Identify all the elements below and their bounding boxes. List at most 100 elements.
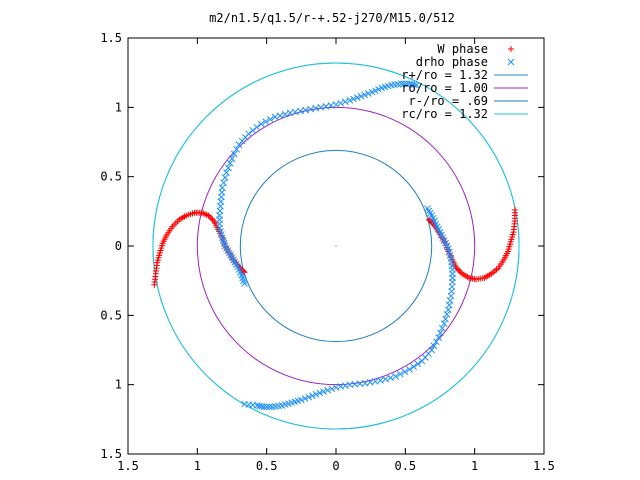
data-point-s0-a0-44	[205, 212, 212, 219]
data-point-s1-a0-30	[218, 184, 226, 192]
data-point-s1-a1-60	[332, 384, 340, 391]
data-point-s1-a0-31	[220, 179, 228, 187]
y-tick-label-4: 0.5	[100, 308, 122, 322]
center-dot	[335, 245, 337, 247]
data-point-s1-a1-43	[414, 360, 422, 368]
x-tick-label-0: 1.5	[117, 459, 139, 473]
data-point-s1-a1-64	[316, 389, 324, 397]
data-point-s1-a0-34	[224, 164, 232, 172]
reference-circle-2	[239, 149, 433, 343]
data-point-s0-a0-46	[208, 215, 215, 222]
chart-title: m2/n1.5/q1.5/r-+.52-j270/M15.0/512	[209, 11, 455, 25]
data-point-s1-a0-62	[341, 98, 349, 106]
legend-label-2: r+/ro = 1.32	[401, 68, 488, 82]
data-point-s1-a1-35	[437, 329, 444, 337]
data-point-s1-a1-61	[328, 385, 336, 393]
data-point-s1-a1-42	[418, 357, 426, 365]
data-point-s1-a1-45	[406, 366, 413, 373]
y-tick-label-2: 0.5	[100, 170, 122, 184]
data-point-s1-a0-84	[413, 81, 420, 89]
series-cross	[216, 80, 456, 411]
data-point-s1-a1-48	[392, 372, 399, 380]
data-point-s1-a1-62	[324, 386, 332, 394]
legend-sample-0	[508, 46, 514, 52]
data-point-s1-a0-37	[230, 150, 238, 158]
data-point-s1-a0-65	[353, 94, 361, 101]
data-point-s1-a1-34	[438, 324, 446, 332]
data-point-s1-a1-47	[396, 370, 404, 378]
x-tick-label-1: 1	[194, 459, 201, 473]
data-point-s1-a0-59	[327, 102, 335, 109]
data-point-s1-a0-53	[297, 107, 304, 115]
data-point-s1-a0-44	[253, 123, 261, 131]
y-tick-label-6: 1.5	[100, 447, 122, 461]
data-point-s1-a1-83	[255, 402, 263, 410]
y-tick-label-1: 1	[115, 100, 122, 114]
legend-label-1: drho phase	[416, 55, 488, 69]
data-point-s0-a0-47	[209, 216, 216, 223]
data-point-s1-a1-30	[444, 306, 452, 314]
legend-label-3: ro/ro = 1.00	[401, 81, 488, 95]
data-point-s1-a1-44	[410, 363, 418, 370]
data-point-s1-a1-65	[312, 391, 320, 398]
data-point-s1-a0-56	[312, 104, 320, 112]
reference-circle-1	[196, 106, 476, 386]
data-point-s1-a0-54	[302, 106, 309, 114]
y-tick-label-3: 0	[115, 239, 122, 253]
x-tick-label-3: 0	[332, 459, 339, 473]
legend-sample-1	[507, 58, 515, 66]
data-point-s1-a0-47	[267, 115, 274, 123]
data-point-s1-a0-48	[271, 113, 279, 121]
data-point-s1-a1-67	[305, 393, 313, 401]
data-point-s1-a0-43	[249, 127, 257, 134]
data-point-s1-a1-53	[366, 379, 374, 386]
data-point-s0-a1-47	[455, 266, 462, 273]
data-point-s1-a0-79	[400, 80, 408, 88]
axis-ticks: 1.5 1 0.5 0 0.5 1 1.51.510.500.511.5	[100, 31, 555, 473]
y-tick-label-5: 1	[115, 378, 122, 392]
data-point-s0-a1-46	[456, 267, 463, 274]
data-point-s1-a0-38	[233, 146, 240, 153]
data-point-s0-a0-45	[206, 213, 213, 220]
data-point-s1-a0-35	[226, 159, 234, 167]
data-point-s1-a1-32	[442, 315, 449, 323]
data-point-s1-a1-79	[266, 403, 273, 411]
plot-area	[151, 62, 520, 430]
data-point-s1-a1-38	[430, 342, 438, 350]
data-point-s1-a0-46	[262, 118, 270, 126]
data-point-s1-a1-36	[435, 334, 442, 341]
data-point-s1-a0-67	[361, 91, 369, 99]
data-point-s1-a1-52	[371, 378, 379, 385]
legend-label-5: rc/ro = 1.32	[401, 107, 488, 121]
data-point-s1-a0-36	[228, 155, 236, 162]
reference-circle-3	[152, 62, 520, 430]
data-point-s1-a0-83	[410, 81, 418, 89]
data-point-s1-a0-68	[365, 90, 372, 97]
data-point-s1-a1-37	[432, 338, 440, 346]
data-point-s1-a0-42	[245, 130, 252, 138]
data-point-s1-a1-78	[268, 403, 276, 411]
data-point-s1-a0-45	[257, 120, 265, 128]
data-point-s1-a0-55	[307, 105, 314, 113]
data-point-s1-a1-68	[301, 395, 309, 402]
data-point-s1-a1-31	[443, 311, 451, 318]
data-point-s1-a0-33	[223, 169, 230, 176]
data-point-s1-a1-63	[320, 388, 327, 395]
data-point-s1-a0-49	[276, 112, 284, 120]
data-point-s1-a1-66	[309, 392, 316, 400]
data-point-s1-a1-87	[241, 400, 248, 408]
x-tick-label-4: 0.5	[394, 459, 416, 473]
data-point-s1-a0-32	[221, 174, 229, 181]
data-point-s1-a0-66	[357, 92, 365, 100]
data-point-s1-a0-63	[346, 97, 354, 104]
x-tick-label-5: 1	[471, 459, 478, 473]
x-tick-label-2: 0.5	[256, 459, 278, 473]
data-point-s1-a1-49	[387, 374, 394, 382]
data-point-s1-a1-50	[382, 375, 389, 383]
legend-label-0: W phase	[437, 42, 488, 56]
data-point-s1-a0-60	[332, 101, 340, 108]
x-tick-label-6: 1.5	[533, 459, 555, 473]
data-point-s0-a1-44	[459, 270, 466, 277]
